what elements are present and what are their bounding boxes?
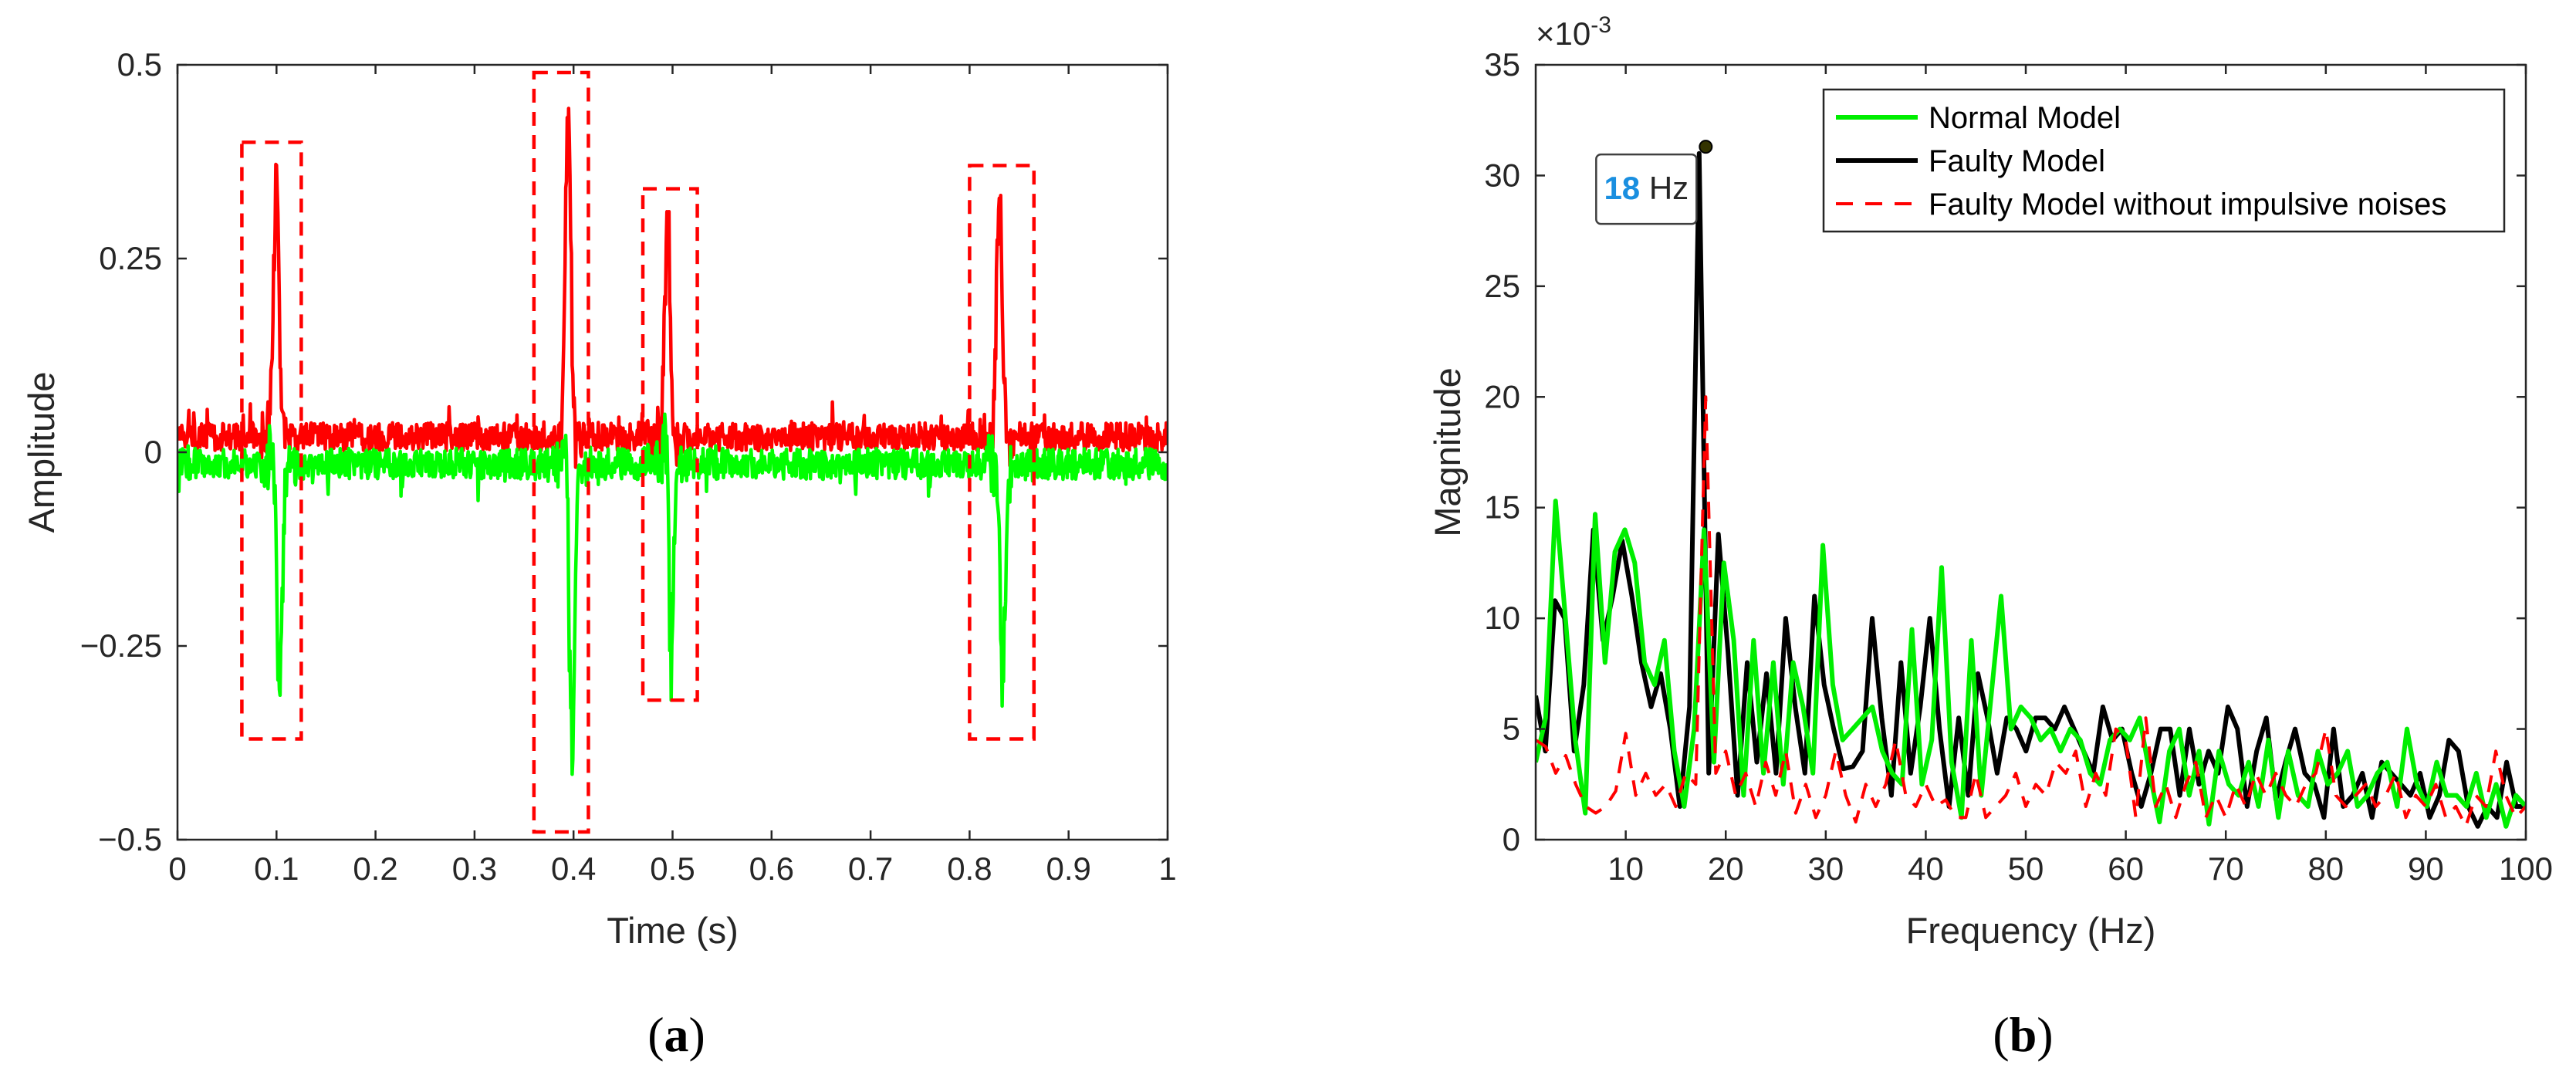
panel-b-x-tick-label: 40 bbox=[1908, 850, 1944, 887]
panel-a-y-tick-label: 0.5 bbox=[117, 46, 162, 83]
panel-a-x-tick-label: 0.7 bbox=[848, 850, 893, 887]
panel-a-caption: (a) bbox=[647, 1007, 705, 1062]
panel-b-x-tick-label: 100 bbox=[2499, 850, 2553, 887]
panel-a-x-tick-label: 0.3 bbox=[452, 850, 497, 887]
panel-b-legend-box bbox=[1822, 88, 2506, 233]
panel-b-legend-label: Faulty Model without impulsive noises bbox=[1929, 188, 2446, 221]
panel-b-legend: Normal Model Faulty Model Faulty Model wit… bbox=[1822, 88, 2506, 233]
panel-b-x-tick-label: 20 bbox=[1708, 850, 1744, 887]
panel-b-datatip-value: 18 bbox=[1604, 170, 1640, 206]
panel-b-x-tick-label: 10 bbox=[1607, 850, 1644, 887]
panel-a-y-tick-label: −0.25 bbox=[80, 627, 162, 664]
panel-a-highlight-box bbox=[532, 70, 590, 834]
panel-b-x-tick-label: 60 bbox=[2108, 850, 2144, 887]
panel-a-y-ticks: −0.5 −0.25 0 0.25 0.5 bbox=[80, 46, 1168, 857]
panel-a: 0 0.1 0.2 0.3 0.4 0.5 0.6 0.7 0.8 0.9 1 −0.5−0.250… bbox=[21, 46, 1177, 1062]
panel-b: 10 20 30 40 50 60 70 80 90 100 0 5 10 15 20 25 30 35 ×10… bbox=[1427, 12, 2553, 1062]
panel-a-x-tick-label: 0.1 bbox=[254, 850, 299, 887]
panel-a-x-tick-label: 0.6 bbox=[749, 850, 794, 887]
panel-b-peak-datatip: 18 Hz bbox=[1595, 140, 1713, 225]
panel-b-y-tick-label: 10 bbox=[1484, 600, 1520, 636]
panel-b-datatip-box bbox=[1595, 153, 1698, 225]
panel-b-x-tick-label: 80 bbox=[2307, 850, 2344, 887]
panel-a-x-ticks: 0 0.1 0.2 0.3 0.4 0.5 0.6 0.7 0.8 0.9 1 bbox=[168, 65, 1177, 887]
panel-a-highlight-box bbox=[641, 187, 699, 702]
panel-a-y-tick-label: −0.5 bbox=[98, 821, 162, 857]
panel-a-highlight-box bbox=[968, 164, 1036, 741]
panel-b-plot-frame bbox=[1534, 63, 2527, 841]
panel-b-x-tick-label: 30 bbox=[1807, 850, 1844, 887]
panel-a-x-tick-label: 0.5 bbox=[650, 850, 695, 887]
panel-a-x-tick-label: 1 bbox=[1158, 850, 1176, 887]
panel-b-y-tick-label: 5 bbox=[1503, 711, 1520, 747]
panel-a-series-red bbox=[177, 107, 1168, 469]
panel-a-x-tick-label: 0.9 bbox=[1046, 850, 1091, 887]
panel-b-datatip-text: 18 Hz bbox=[1604, 170, 1689, 206]
panel-b-x-tick-label: 70 bbox=[2208, 850, 2244, 887]
panel-b-x-axis-label: Frequency (Hz) bbox=[1906, 910, 2156, 951]
panel-b-y-tick-label: 35 bbox=[1484, 46, 1520, 83]
panel-b-y-tick-label: 30 bbox=[1484, 157, 1520, 193]
panel-b-legend-label: Faulty Model bbox=[1929, 144, 2105, 178]
panel-b-x-tick-label: 90 bbox=[2408, 850, 2444, 887]
panel-a-x-tick-label: 0 bbox=[168, 850, 186, 887]
panel-a-highlight-box bbox=[240, 140, 303, 741]
panel-b-series-line bbox=[1536, 395, 2526, 828]
panel-b-datatip-unit: Hz bbox=[1640, 170, 1689, 206]
panel-b-y-tick-label: 25 bbox=[1484, 268, 1520, 304]
panel-a-series bbox=[177, 107, 1168, 776]
panel-a-x-tick-label: 0.2 bbox=[353, 850, 397, 887]
panel-b-peak-marker bbox=[1699, 140, 1713, 154]
panel-a-series-green bbox=[177, 412, 1168, 776]
panel-b-legend-label: Normal Model bbox=[1929, 101, 2121, 135]
panel-b-y-tick-label: 15 bbox=[1484, 489, 1520, 526]
panel-a-y-tick-label: 0 bbox=[144, 434, 162, 470]
panel-b-y-exponent: ×10-3 bbox=[1536, 12, 1611, 52]
panel-a-y-tick-label: 0.25 bbox=[99, 240, 162, 276]
panel-b-caption: (b) bbox=[1993, 1007, 2053, 1062]
panel-a-x-axis-label: Time (s) bbox=[607, 910, 739, 951]
panel-b-series-line bbox=[1536, 499, 2526, 829]
panel-b-y-tick-label: 0 bbox=[1503, 821, 1520, 857]
panel-a-x-tick-label: 0.4 bbox=[551, 850, 596, 887]
panel-b-series bbox=[1536, 150, 2526, 829]
panel-b-y-axis-label: Magnitude bbox=[1427, 367, 1468, 537]
panel-a-y-axis-label: Amplitude bbox=[21, 372, 62, 533]
panel-b-y-ticks: 0 5 10 15 20 25 30 35 bbox=[1484, 46, 2526, 857]
panel-a-highlight-boxes bbox=[240, 70, 1036, 834]
panel-a-x-tick-label: 0.8 bbox=[947, 850, 992, 887]
panel-b-series-line bbox=[1536, 150, 2526, 829]
panel-b-x-tick-label: 50 bbox=[2008, 850, 2044, 887]
panel-b-x-ticks: 10 20 30 40 50 60 70 80 90 100 bbox=[1607, 65, 2553, 887]
panel-b-y-tick-label: 20 bbox=[1484, 378, 1520, 414]
